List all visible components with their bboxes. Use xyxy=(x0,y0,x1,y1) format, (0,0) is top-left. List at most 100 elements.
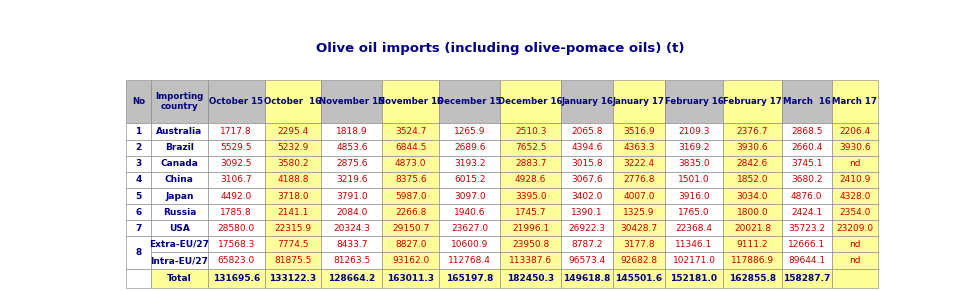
Bar xyxy=(151,236,208,253)
Text: 4876.0: 4876.0 xyxy=(791,191,823,200)
Text: 4007.0: 4007.0 xyxy=(623,191,655,200)
Text: March  16: March 16 xyxy=(783,97,830,106)
Text: 2776.8: 2776.8 xyxy=(623,175,655,184)
Text: 4394.6: 4394.6 xyxy=(572,143,603,152)
Bar xyxy=(831,172,877,188)
Bar xyxy=(664,220,723,236)
Text: October 15: October 15 xyxy=(209,97,263,106)
Bar xyxy=(440,220,500,236)
Text: 17568.3: 17568.3 xyxy=(218,240,255,249)
Text: 165197.8: 165197.8 xyxy=(446,274,493,283)
Bar xyxy=(208,172,265,188)
Text: 20021.8: 20021.8 xyxy=(734,224,771,233)
Bar xyxy=(382,253,440,269)
Text: 3219.6: 3219.6 xyxy=(336,175,367,184)
Text: 4492.0: 4492.0 xyxy=(221,191,252,200)
Text: 1800.0: 1800.0 xyxy=(737,208,768,217)
Text: 7774.5: 7774.5 xyxy=(277,240,309,249)
Bar xyxy=(561,156,613,172)
Text: 2510.3: 2510.3 xyxy=(515,127,546,136)
Text: China: China xyxy=(165,175,193,184)
Text: 3169.2: 3169.2 xyxy=(678,143,709,152)
Bar xyxy=(265,172,321,188)
Text: 1265.9: 1265.9 xyxy=(454,127,486,136)
Text: Japan: Japan xyxy=(165,191,193,200)
Bar xyxy=(151,156,208,172)
Text: 2206.4: 2206.4 xyxy=(839,127,871,136)
Text: 2354.0: 2354.0 xyxy=(839,208,871,217)
Bar xyxy=(382,204,440,220)
Text: 2424.1: 2424.1 xyxy=(791,208,823,217)
Text: December 16: December 16 xyxy=(498,97,563,106)
Text: November 15: November 15 xyxy=(319,97,384,106)
Text: 26922.3: 26922.3 xyxy=(569,224,606,233)
Bar xyxy=(723,269,782,288)
Bar xyxy=(208,80,265,123)
Text: 4853.6: 4853.6 xyxy=(336,143,367,152)
Text: 6: 6 xyxy=(136,208,142,217)
Text: 3193.2: 3193.2 xyxy=(454,159,486,168)
Text: 1745.7: 1745.7 xyxy=(515,208,546,217)
Bar xyxy=(500,188,561,204)
Text: 3034.0: 3034.0 xyxy=(737,191,768,200)
Text: 2875.6: 2875.6 xyxy=(336,159,367,168)
Bar xyxy=(321,269,382,288)
Bar xyxy=(664,172,723,188)
Bar xyxy=(782,236,831,253)
Bar xyxy=(782,156,831,172)
Text: March 17: March 17 xyxy=(832,97,877,106)
Bar xyxy=(500,269,561,288)
Bar xyxy=(321,220,382,236)
Bar xyxy=(561,269,613,288)
Text: 2065.8: 2065.8 xyxy=(572,127,603,136)
Text: November 16: November 16 xyxy=(378,97,444,106)
Text: 5: 5 xyxy=(136,191,142,200)
Bar xyxy=(613,269,664,288)
Bar xyxy=(321,188,382,204)
Text: 2883.7: 2883.7 xyxy=(515,159,546,168)
Text: 1501.0: 1501.0 xyxy=(678,175,710,184)
Text: 3: 3 xyxy=(136,159,142,168)
Bar xyxy=(265,236,321,253)
Bar xyxy=(723,123,782,140)
Bar xyxy=(440,156,500,172)
Bar xyxy=(723,188,782,204)
Text: nd: nd xyxy=(849,256,861,265)
Text: 8787.2: 8787.2 xyxy=(572,240,603,249)
Text: 4363.3: 4363.3 xyxy=(623,143,655,152)
Bar xyxy=(723,236,782,253)
Text: 2084.0: 2084.0 xyxy=(336,208,367,217)
Text: 3580.2: 3580.2 xyxy=(277,159,309,168)
Bar xyxy=(613,172,664,188)
Text: 7: 7 xyxy=(135,224,142,233)
Bar xyxy=(500,236,561,253)
Text: 163011.3: 163011.3 xyxy=(387,274,435,283)
Text: 2660.4: 2660.4 xyxy=(791,143,823,152)
Bar xyxy=(782,204,831,220)
Bar xyxy=(265,156,321,172)
Text: 149618.8: 149618.8 xyxy=(564,274,611,283)
Bar xyxy=(265,123,321,140)
Bar xyxy=(321,236,382,253)
Bar xyxy=(126,172,151,188)
Bar xyxy=(208,156,265,172)
Text: 2689.6: 2689.6 xyxy=(454,143,486,152)
Bar xyxy=(151,80,208,123)
Text: 5232.9: 5232.9 xyxy=(277,143,309,152)
Text: October  16: October 16 xyxy=(265,97,321,106)
Text: 3930.6: 3930.6 xyxy=(737,143,768,152)
Text: 92682.8: 92682.8 xyxy=(620,256,658,265)
Bar xyxy=(126,269,151,288)
Text: 3092.5: 3092.5 xyxy=(221,159,252,168)
Bar xyxy=(440,140,500,156)
Text: Russia: Russia xyxy=(163,208,196,217)
Bar xyxy=(561,172,613,188)
Bar xyxy=(151,204,208,220)
Text: No: No xyxy=(132,97,145,106)
Text: 3177.8: 3177.8 xyxy=(623,240,655,249)
Text: 162855.8: 162855.8 xyxy=(729,274,776,283)
Text: 102171.0: 102171.0 xyxy=(672,256,715,265)
Bar xyxy=(782,269,831,288)
Text: 12666.1: 12666.1 xyxy=(788,240,826,249)
Bar xyxy=(265,269,321,288)
